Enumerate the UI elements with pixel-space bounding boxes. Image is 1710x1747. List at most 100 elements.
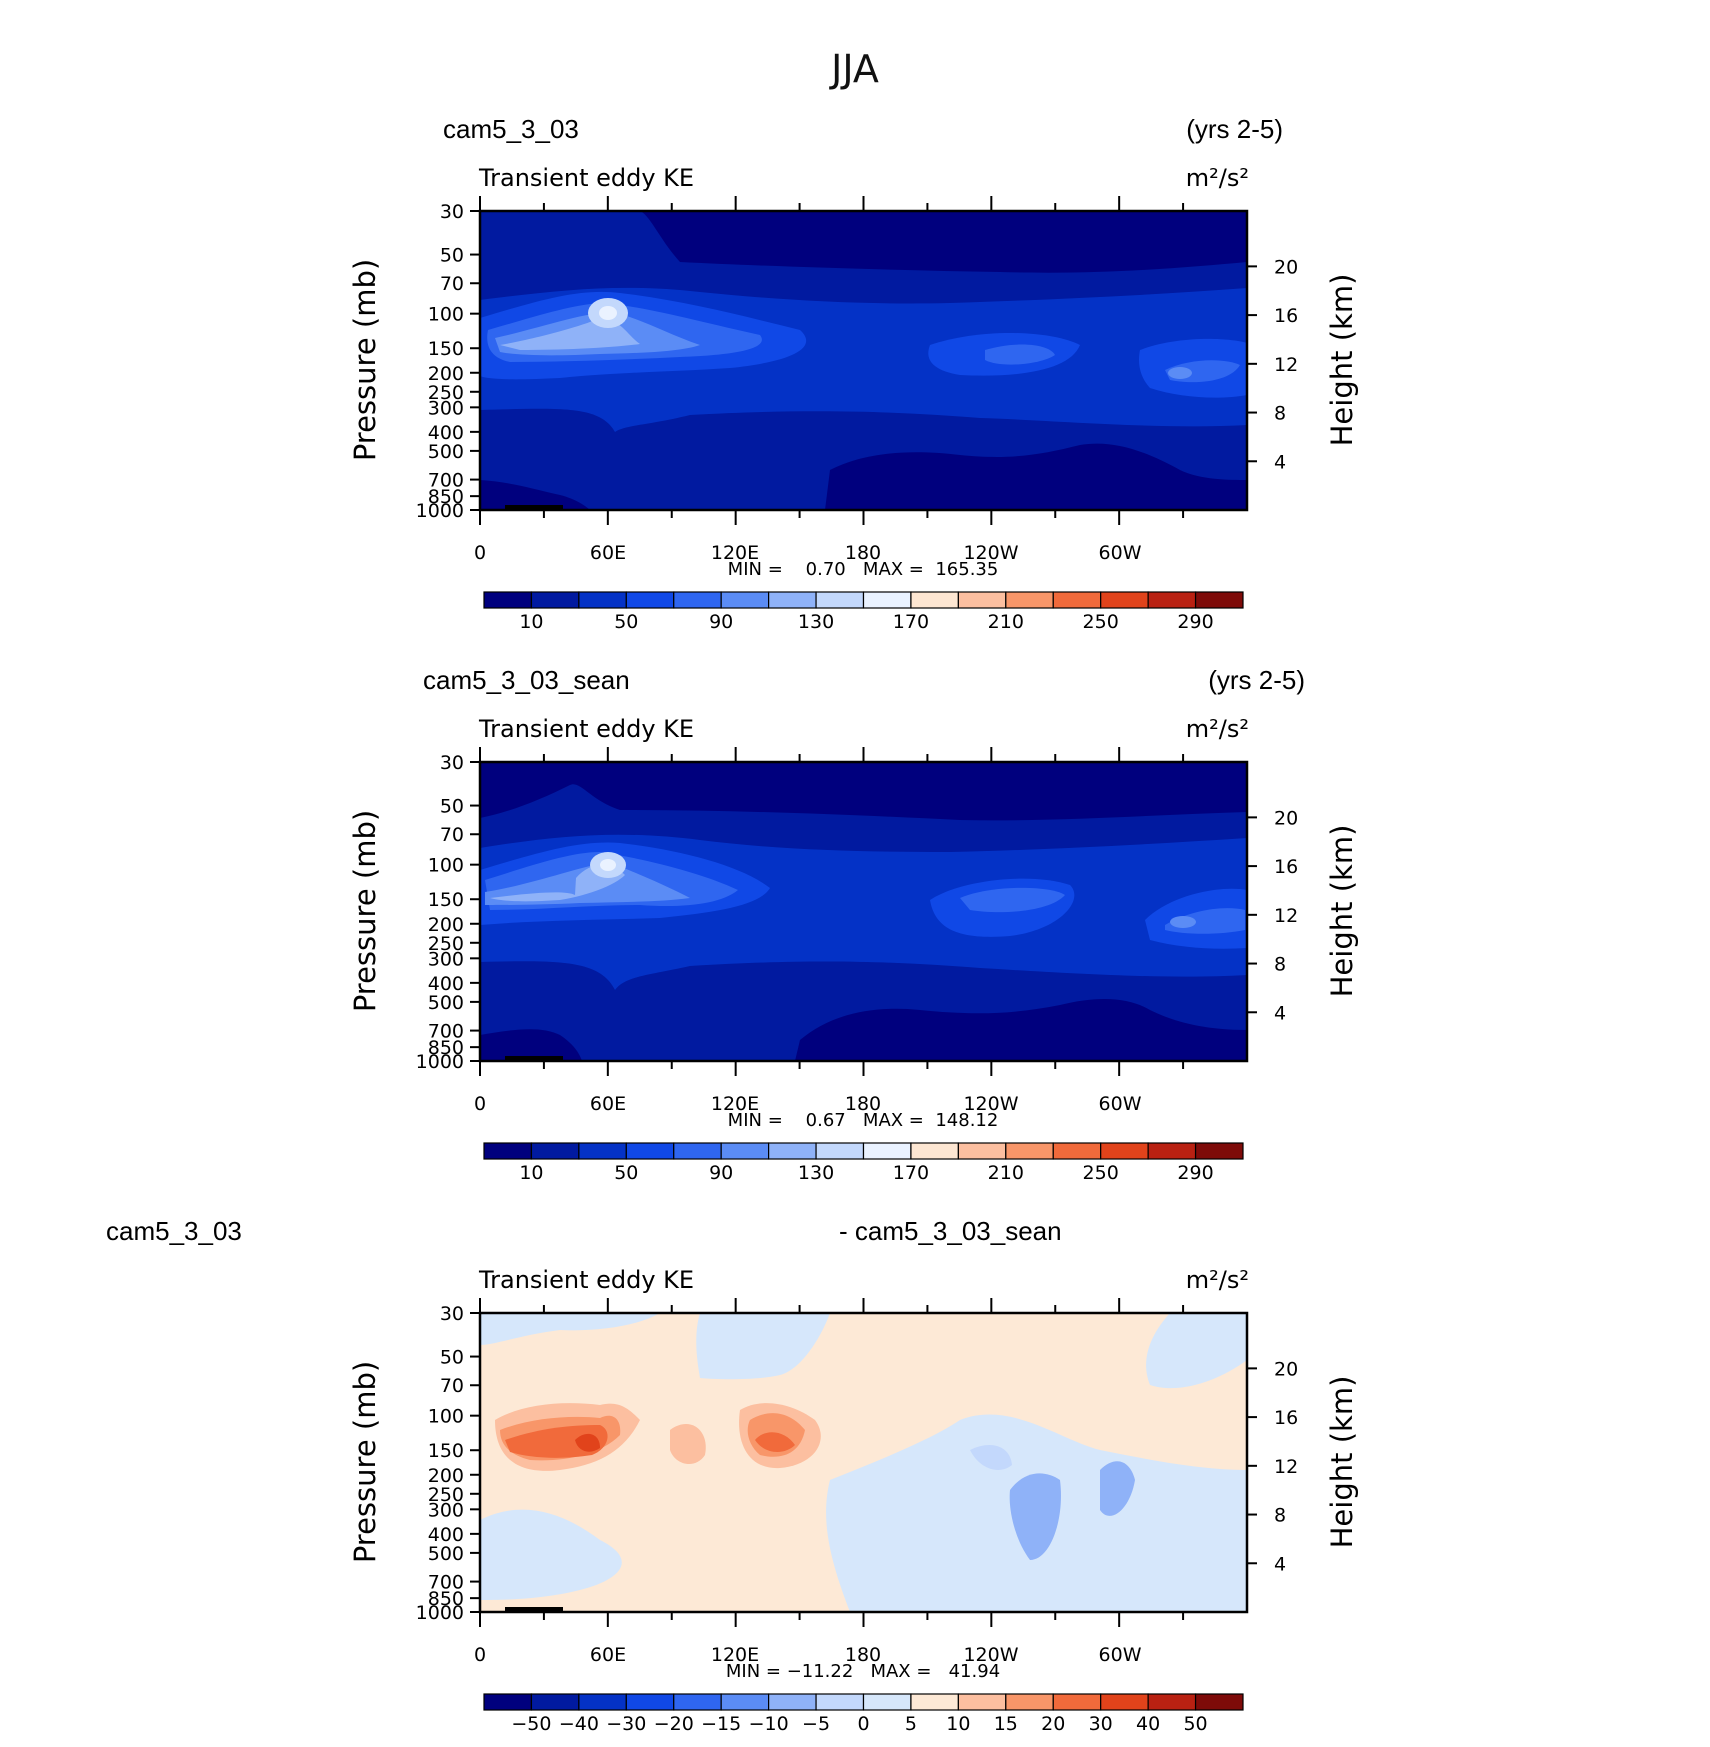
x-tick-label: 120W — [963, 1093, 1018, 1115]
colorbar-swatch — [530, 1142, 580, 1160]
x-tick-label: 60E — [590, 542, 626, 564]
colorbar-swatch — [720, 591, 770, 609]
surface-min-west — [480, 1029, 582, 1061]
negative-core-2 — [1009, 1473, 1061, 1560]
min-max-stats: MIN = 0.67 MAX = 148.12 — [728, 1110, 999, 1131]
colorbar-label: 10 — [519, 611, 543, 633]
negative-region-top-right — [1146, 1313, 1247, 1389]
y-axis-right-title: Height (km) — [1325, 274, 1359, 447]
colorbar-swatch — [957, 1142, 1007, 1160]
colorbar-label: 250 — [1083, 1162, 1119, 1184]
y-tick-label: 400 — [428, 973, 464, 995]
colorbar-swatch — [1147, 1693, 1197, 1711]
colorbar-swatch — [862, 591, 912, 609]
y-tick-label: 400 — [428, 422, 464, 444]
y-tick-label: 500 — [428, 1543, 464, 1565]
case-label: cam5_3_03 — [106, 1216, 242, 1246]
y-tick-label: 500 — [428, 441, 464, 463]
height-tick-label: 4 — [1274, 1002, 1286, 1024]
colorbar-swatch — [673, 1142, 722, 1160]
y-ticks-right: 4 8 12 16 20 — [1247, 807, 1298, 1024]
y-axis-right-title: Height (km) — [1325, 1376, 1359, 1549]
colorbar-swatch — [1100, 1142, 1149, 1160]
colorbar-swatch — [720, 1142, 770, 1160]
jet-atlantic-max — [1170, 916, 1196, 928]
y-tick-label: 300 — [428, 948, 464, 970]
units-label: m²/s² — [1186, 164, 1249, 192]
y-tick-label: 700 — [428, 1021, 464, 1043]
x-tick-label: 60E — [590, 1093, 626, 1115]
colorbar-swatch — [1005, 591, 1054, 609]
colorbar-label: −40 — [559, 1713, 599, 1735]
y-axis-title: Pressure (mb) — [348, 1361, 382, 1563]
positive-mid — [670, 1424, 706, 1465]
height-tick-label: 12 — [1274, 1456, 1298, 1478]
contour-plot — [478, 1311, 1249, 1614]
height-tick-label: 16 — [1274, 305, 1298, 327]
y-tick-label: 300 — [428, 397, 464, 419]
colorbar-swatch — [768, 591, 817, 609]
colorbar-swatch — [1194, 1693, 1244, 1711]
variable-label: Transient eddy KE — [478, 1266, 694, 1294]
negative-region-dateline — [696, 1313, 830, 1380]
colorbar-label: −50 — [511, 1713, 551, 1735]
jet-max-core — [599, 306, 617, 320]
y-tick-label: 30 — [440, 752, 464, 774]
colorbar-swatch — [483, 1142, 533, 1160]
y-tick-label: 250 — [428, 1484, 464, 1506]
y-tick-label: 200 — [428, 1465, 464, 1487]
colorbar-label: 10 — [946, 1713, 970, 1735]
colorbar-swatch — [578, 1142, 627, 1160]
height-tick-label: 20 — [1274, 807, 1298, 829]
panel-3: cam5_3_03 - cam5_3_03_sean Transient edd… — [106, 1216, 1359, 1735]
x-ticks-top — [479, 747, 1185, 762]
height-tick-label: 20 — [1274, 256, 1298, 278]
y-tick-label: 150 — [428, 338, 464, 360]
surface-min-west — [480, 480, 590, 510]
colorbar-swatch — [1052, 591, 1102, 609]
x-tick-label: 120W — [963, 1644, 1018, 1666]
years-label: (yrs 2-5) — [1186, 114, 1283, 144]
x-ticks-top — [479, 1298, 1185, 1313]
contour-plot — [478, 760, 1249, 1063]
colorbar-label: 0 — [857, 1713, 869, 1735]
colorbar-swatch — [1194, 1142, 1244, 1160]
height-tick-label: 16 — [1274, 1407, 1298, 1429]
jet-atlantic-max — [1168, 367, 1192, 379]
colorbar-label: −5 — [802, 1713, 830, 1735]
x-tick-label: 120E — [711, 1093, 759, 1115]
colorbar-label: 15 — [994, 1713, 1018, 1735]
units-label: m²/s² — [1186, 715, 1249, 743]
colorbar-swatch — [1194, 591, 1244, 609]
y-axis-title: Pressure (mb) — [348, 810, 382, 1012]
colorbar: 10 50 90 130 170 210 250 290 — [483, 591, 1244, 633]
height-tick-label: 16 — [1274, 856, 1298, 878]
colorbar-swatch — [483, 1693, 533, 1711]
colorbar-swatch — [957, 591, 1007, 609]
colorbar-label: 170 — [893, 1162, 929, 1184]
height-tick-label: 8 — [1274, 1505, 1286, 1527]
stratosphere-band — [480, 762, 1247, 821]
colorbar-swatch — [862, 1693, 912, 1711]
colorbar-label: 250 — [1083, 611, 1119, 633]
y-tick-label: 50 — [440, 796, 464, 818]
y-tick-label: 250 — [428, 382, 464, 404]
colorbar-swatch — [815, 1693, 865, 1711]
colorbar-label: −15 — [701, 1713, 741, 1735]
colorbar-label: 5 — [905, 1713, 917, 1735]
colorbar-swatch — [1100, 1693, 1149, 1711]
colorbar-swatch — [625, 1693, 675, 1711]
case-label: cam5_3_03_sean — [423, 665, 630, 695]
colorbar-label: 210 — [988, 611, 1024, 633]
x-tick-label: 60W — [1099, 1644, 1142, 1666]
y-tick-label: 150 — [428, 1440, 464, 1462]
y-tick-label: 500 — [428, 992, 464, 1014]
y-tick-label: 100 — [428, 304, 464, 326]
colorbar-label: 170 — [893, 611, 929, 633]
colorbar-swatch — [768, 1142, 817, 1160]
colorbar-label: −10 — [749, 1713, 789, 1735]
case-label: cam5_3_03 — [443, 114, 579, 144]
